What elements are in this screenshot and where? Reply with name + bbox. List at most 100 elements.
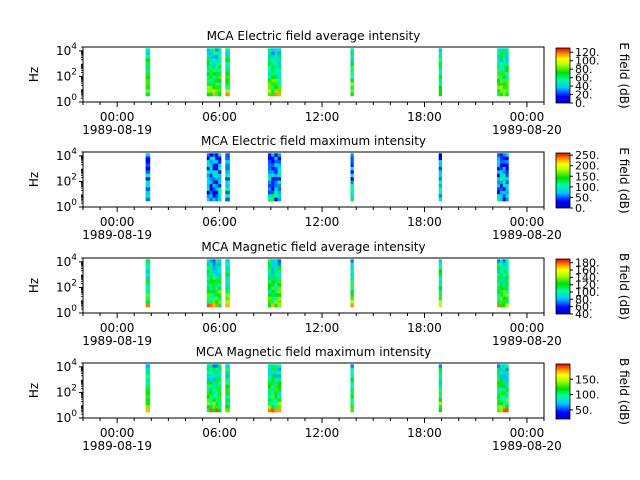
heatmap-cell: [350, 398, 354, 403]
heatmap-cell: [505, 388, 509, 392]
heatmap-cell: [209, 272, 213, 277]
heatmap-cell: [271, 190, 275, 195]
heatmap-cell: [277, 89, 282, 93]
heatmap-cell: [225, 303, 230, 308]
heatmap-cell: [212, 401, 216, 406]
heatmap-cell: [277, 384, 282, 389]
heatmap-cell: [350, 65, 354, 70]
data-block: [350, 153, 354, 202]
heatmap-cell: [505, 180, 509, 185]
heatmap-cell: [212, 68, 216, 73]
heatmap-cell: [502, 364, 506, 368]
heatmap-cell: [215, 262, 219, 267]
heatmap-cell: [499, 289, 504, 294]
heatmap-cell: [271, 82, 275, 87]
heatmap-cell: [502, 55, 506, 59]
heatmap-cell: [225, 286, 230, 291]
heatmap-cell: [209, 85, 213, 90]
heatmap-cell: [277, 61, 282, 66]
data-block: [267, 153, 282, 202]
data-block: [267, 48, 282, 97]
heatmap-cell: [497, 55, 501, 59]
heatmap-cell: [218, 266, 222, 270]
heatmap-cell: [502, 68, 506, 73]
heatmap-cell: [271, 194, 275, 198]
heatmap-cell: [209, 364, 213, 368]
heatmap-cell: [225, 269, 230, 274]
heatmap-cell: [502, 377, 506, 382]
data-block: [497, 259, 509, 308]
heatmap-cell: [499, 68, 504, 73]
y-tick-label: 102: [56, 383, 77, 399]
x-tick-date: 1989-08-19: [82, 228, 152, 242]
heatmap-cell: [497, 391, 501, 396]
data-block: [438, 153, 443, 202]
heatmap-cell: [505, 170, 509, 175]
heatmap-cell: [209, 48, 213, 52]
heatmap-cell: [350, 163, 354, 168]
heatmap-cell: [277, 262, 282, 267]
heatmap-cell: [350, 72, 354, 76]
heatmap-cell: [218, 48, 222, 52]
heatmap-cell: [499, 153, 504, 157]
heatmap-cell: [225, 293, 230, 298]
plot-area: [82, 151, 545, 208]
heatmap-cell: [225, 190, 230, 195]
heatmap-cell: [499, 272, 504, 277]
heatmap-cell: [502, 300, 506, 304]
x-tick-label: 06:00: [202, 215, 237, 229]
heatmap-cell: [502, 92, 506, 97]
heatmap-cell: [206, 166, 210, 171]
heatmap-cell: [499, 82, 504, 87]
heatmap-cell: [225, 48, 230, 52]
heatmap-cell: [499, 398, 504, 403]
heatmap-cell: [438, 405, 443, 409]
heatmap-cell: [206, 388, 210, 392]
heatmap-cell: [209, 377, 213, 382]
heatmap-cell: [212, 367, 216, 372]
heatmap-cell: [505, 51, 509, 56]
heatmap-cell: [438, 61, 443, 66]
heatmap-cell: [215, 61, 219, 66]
heatmap-cell: [209, 153, 213, 157]
heatmap-cell: [271, 187, 275, 192]
heatmap-cell: [350, 289, 354, 294]
heatmap-cell: [499, 262, 504, 267]
heatmap-cell: [497, 293, 501, 298]
heatmap-cell: [502, 388, 506, 392]
heatmap-cell: [212, 160, 216, 164]
heatmap-cell: [209, 384, 213, 389]
heatmap-cell: [267, 371, 272, 375]
heatmap-cell: [206, 269, 210, 274]
heatmap-cell: [212, 78, 216, 83]
heatmap-cell: [225, 367, 230, 372]
heatmap-cell: [277, 55, 282, 59]
heatmap-cell: [271, 401, 275, 406]
heatmap-cell: [206, 377, 210, 382]
heatmap-cell: [206, 303, 210, 308]
heatmap-cell: [274, 262, 278, 267]
heatmap-cell: [218, 300, 222, 304]
heatmap-cell: [206, 367, 210, 372]
data-block: [225, 153, 230, 202]
heatmap-cell: [145, 405, 151, 409]
heatmap-cell: [225, 283, 230, 287]
heatmap-cell: [277, 58, 282, 63]
heatmap-cell: [499, 303, 504, 308]
heatmap-cell: [212, 405, 216, 409]
x-tick-date: 1989-08-20: [492, 123, 562, 137]
heatmap-cell: [218, 371, 222, 375]
heatmap-cell: [145, 156, 151, 161]
heatmap-cell: [497, 364, 501, 368]
heatmap-cell: [438, 55, 443, 59]
heatmap-cell: [271, 293, 275, 298]
heatmap-cell: [206, 391, 210, 396]
heatmap-cell: [505, 89, 509, 93]
heatmap-cell: [350, 371, 354, 375]
heatmap-cell: [505, 293, 509, 298]
heatmap-cell: [499, 384, 504, 389]
heatmap-cell: [505, 398, 509, 403]
heatmap-cell: [350, 405, 354, 409]
heatmap-cell: [218, 78, 222, 83]
x-tick-date: 1989-08-19: [82, 123, 152, 137]
